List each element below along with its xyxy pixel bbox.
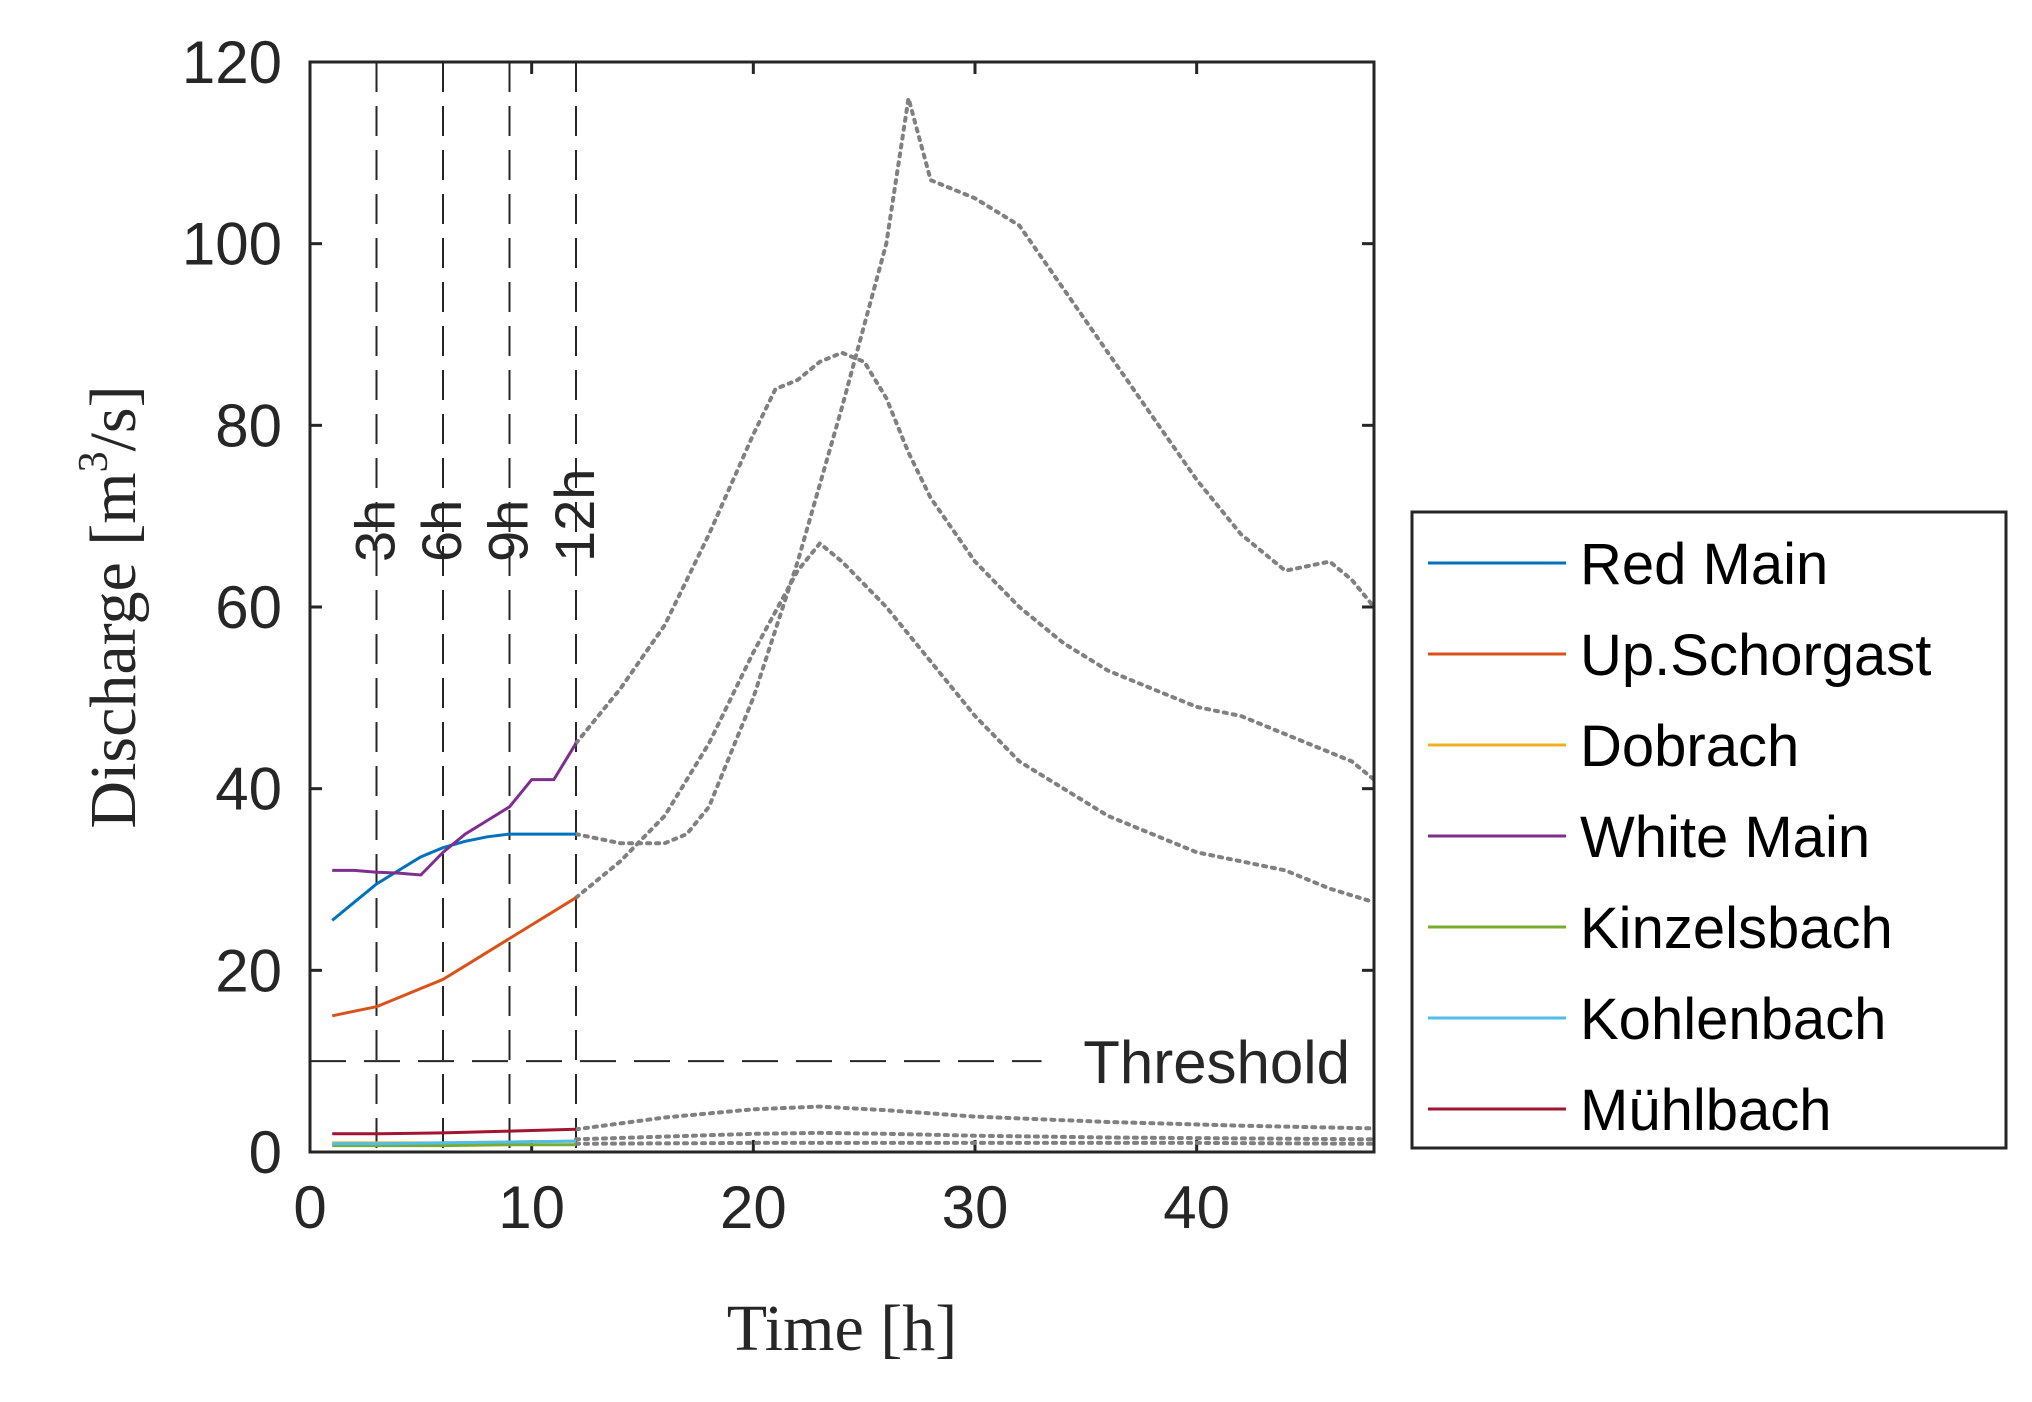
plot-area xyxy=(310,62,1374,1152)
horizon-label: 12h xyxy=(543,469,606,562)
legend-label: Kohlenbach xyxy=(1580,987,1886,1052)
y-tick-label: 40 xyxy=(215,756,282,823)
y-tick-label: 80 xyxy=(215,392,282,459)
y-axis-title-end: /s] xyxy=(77,385,150,451)
forecast-line xyxy=(574,350,1376,782)
legend-label: Red Main xyxy=(1580,532,1828,597)
series-line xyxy=(332,1127,577,1136)
threshold-label: Threshold xyxy=(1083,1029,1350,1096)
legend-label: White Main xyxy=(1580,805,1870,870)
x-axis-title: Time [h] xyxy=(727,1292,957,1365)
tick-labels: 0 10 20 30 40 0 20 40 60 80 100 120 xyxy=(182,29,1230,1241)
horizon-label: 3h xyxy=(344,500,407,562)
forecast-line xyxy=(574,1140,1376,1146)
legend-label: Mühlbach xyxy=(1580,1078,1831,1143)
y-axis-title-main: Discharge [m xyxy=(77,472,150,828)
y-axis-title: Discharge [m3/s] xyxy=(71,385,150,828)
y-axis-title-sup: 3 xyxy=(71,451,117,472)
x-tick-label: 30 xyxy=(942,1174,1009,1241)
series-line xyxy=(331,896,577,1018)
series-lines xyxy=(331,742,578,1148)
y-tick-label: 60 xyxy=(215,574,282,641)
forecast-line xyxy=(574,97,1376,846)
series-line xyxy=(332,742,578,877)
horizon-label: 9h xyxy=(477,500,540,562)
series-line xyxy=(332,1143,576,1148)
x-tick-label: 10 xyxy=(498,1174,565,1241)
forecast-horizon-lines: 3h 6h 9h 12h xyxy=(344,62,606,1152)
forecast-line xyxy=(574,1104,1376,1132)
forecast-line xyxy=(574,1130,1376,1142)
legend: Red Main Up.Schorgast Dobrach White Main Kin… xyxy=(1410,510,2008,1150)
y-tick-label: 20 xyxy=(215,937,282,1004)
legend-box xyxy=(1410,510,2008,1150)
legend-label: Up.Schorgast xyxy=(1580,623,1931,688)
x-tick-label: 0 xyxy=(293,1174,326,1241)
y-tick-label: 0 xyxy=(249,1119,282,1186)
x-tick-label: 40 xyxy=(1163,1174,1230,1241)
y-tick-label: 120 xyxy=(182,29,282,96)
legend-label: Dobrach xyxy=(1580,714,1799,779)
y-tick-label: 100 xyxy=(182,211,282,278)
axes-box xyxy=(308,60,1376,1154)
forecast-line xyxy=(574,540,1376,905)
forecast-lines xyxy=(574,97,1376,1146)
series-line xyxy=(332,1139,577,1146)
horizon-label: 6h xyxy=(410,500,473,562)
legend-label: Kinzelsbach xyxy=(1580,896,1893,961)
x-tick-label: 20 xyxy=(720,1174,787,1241)
threshold: Threshold xyxy=(310,1029,1350,1096)
